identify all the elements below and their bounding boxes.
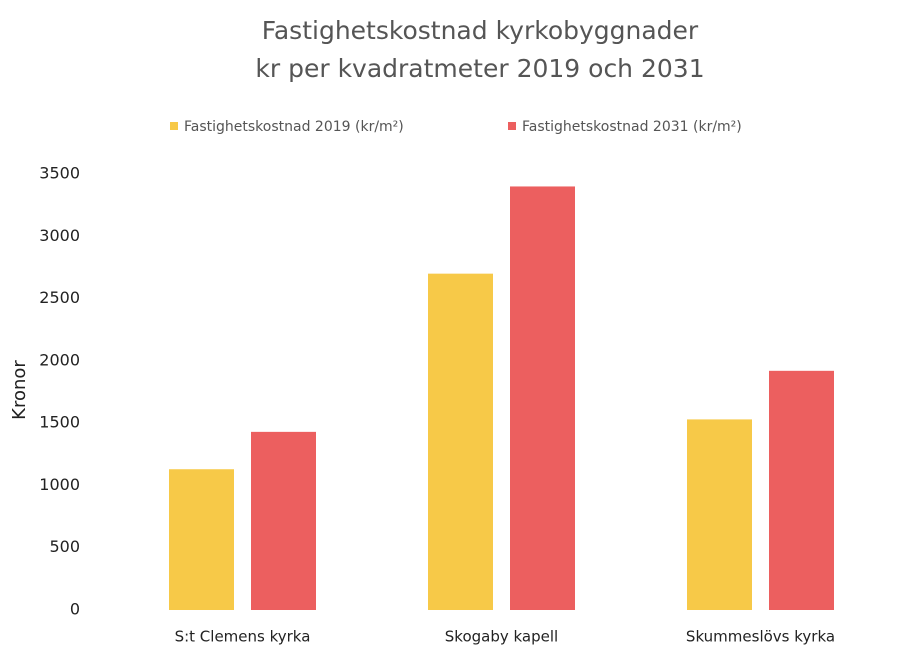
legend-label: Fastighetskostnad 2031 (kr/m²) (522, 119, 742, 135)
y-tick-label: 500 (49, 537, 80, 556)
bar (428, 273, 493, 610)
bar (687, 419, 752, 610)
y-tick-label: 2000 (39, 350, 80, 369)
y-tick-label: 3500 (39, 164, 80, 183)
bar (510, 186, 575, 610)
y-tick-label: 1500 (39, 413, 80, 432)
legend-label: Fastighetskostnad 2019 (kr/m²) (184, 119, 404, 135)
chart-subtitle: kr per kvadratmeter 2019 och 2031 (255, 54, 704, 83)
y-axis-label: Kronor (9, 360, 30, 420)
legend-swatch (508, 122, 516, 130)
y-tick-label: 2500 (39, 288, 80, 307)
x-tick-label: Skummeslövs kyrka (686, 628, 835, 646)
bar (251, 431, 316, 610)
x-tick-label: S:t Clemens kyrka (175, 628, 311, 646)
legend-swatch (170, 122, 178, 130)
y-tick-label: 1000 (39, 475, 80, 494)
y-tick-label: 0 (70, 600, 80, 619)
bar (769, 370, 834, 610)
y-tick-label: 3000 (39, 226, 80, 245)
x-tick-label: Skogaby kapell (445, 628, 558, 646)
chart-title: Fastighetskostnad kyrkobyggnader (262, 16, 699, 45)
bar (169, 469, 234, 610)
